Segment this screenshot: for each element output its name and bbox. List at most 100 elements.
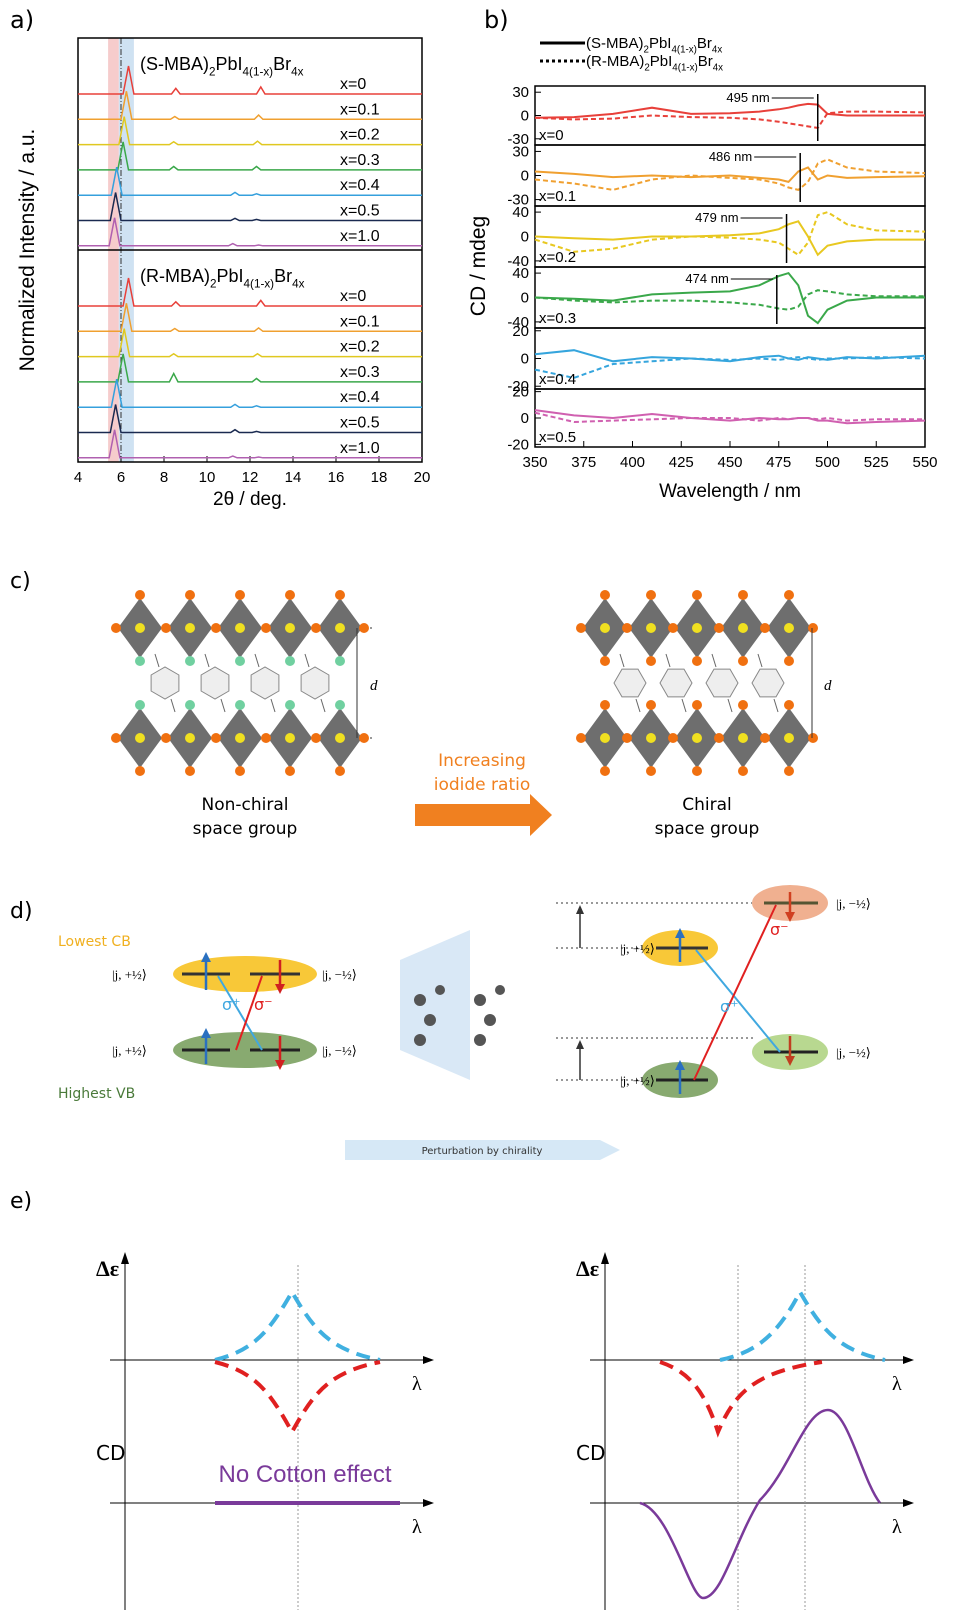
alkyl-chain [636, 699, 640, 712]
y-tick-label: 40 [512, 204, 529, 221]
atom-apex [335, 700, 345, 710]
x-tick-label: 20 [414, 469, 431, 486]
atom-corner [359, 733, 369, 743]
mirror-plane [400, 930, 470, 1080]
label-part: Br [697, 35, 712, 52]
label-part: PbI [216, 54, 243, 74]
caption: Chiral [682, 795, 732, 815]
atom-apex [692, 656, 702, 666]
schematic-right [590, 1252, 914, 1610]
atom-apex [185, 700, 195, 710]
atom-corner [808, 623, 818, 633]
atom-corner [161, 733, 171, 743]
atom-center [335, 623, 345, 633]
atom-apex [692, 700, 702, 710]
dashed-curve [720, 1292, 885, 1360]
y-tick-label: 30 [512, 143, 529, 160]
label-part: 4x [291, 65, 304, 78]
series-label: x=1.0 [340, 440, 380, 457]
atom-apex [135, 656, 145, 666]
spacing-label: d [824, 678, 832, 694]
y-tick-label: -20 [507, 436, 529, 453]
label-part: Br [273, 54, 291, 74]
band-diagram-right [556, 885, 828, 1098]
y-tick-label: 30 [512, 84, 529, 101]
series-label: x=0.5 [340, 203, 380, 220]
panel-label: e) [10, 1189, 32, 1214]
label-part: PbI [217, 266, 244, 286]
atom-apex [285, 656, 295, 666]
alkyl-chain [271, 699, 275, 712]
atom-apex [646, 766, 656, 776]
atom-apex [692, 590, 702, 600]
y-axis-label: CD / mdeg [467, 216, 490, 316]
caption: Non-chiral [201, 795, 288, 815]
alkyl-chain [155, 654, 159, 667]
benzene-ring [614, 669, 646, 697]
ket-label: |j, −½⟩ [836, 1045, 871, 1060]
band-label: Highest VB [58, 1086, 135, 1102]
benzene-ring [301, 667, 329, 699]
atom-apex [646, 590, 656, 600]
chiral-structure [400, 930, 505, 1080]
series-label: x=1.0 [340, 228, 380, 245]
series-label: x=0.5 [340, 415, 380, 432]
atom-center [692, 623, 702, 633]
figure: a)4681012141618202θ / deg.Normalized Int… [0, 0, 967, 1610]
arrow-head [423, 1356, 434, 1364]
series-label: x=0.3 [340, 152, 380, 169]
peak-annotation: 486 nm [709, 149, 752, 164]
arrow-head [576, 1040, 584, 1049]
atom-center [135, 623, 145, 633]
arrow-label: Perturbation by chirality [422, 1146, 543, 1157]
alkyl-chain [620, 654, 624, 667]
atom-apex [285, 590, 295, 600]
y-tick-label: 40 [512, 265, 529, 282]
axis-symbol: λ [892, 1373, 902, 1395]
axis-symbol: λ [412, 1516, 422, 1538]
ket-label: |j, +½⟩ [620, 1073, 655, 1088]
x-tick-label: 16 [328, 469, 345, 486]
atom-corner [668, 623, 678, 633]
compound-label: (S-MBA)2PbI4(1-x)Br4x [140, 54, 304, 78]
arrow-head [903, 1356, 914, 1364]
atom-apex [235, 590, 245, 600]
label-part: Br [698, 53, 713, 70]
series-label: x=0.4 [340, 389, 380, 406]
ket-label: |j, −½⟩ [322, 967, 357, 982]
atom-apex [335, 766, 345, 776]
alkyl-chain [221, 699, 225, 712]
atom-apex [285, 700, 295, 710]
atom-corner [760, 623, 770, 633]
alkyl-chain [712, 654, 716, 667]
arrow-head [121, 1252, 129, 1264]
compound-label: (R-MBA)2PbI4(1-x)Br4x [140, 266, 305, 290]
atom-apex [235, 766, 245, 776]
alkyl-chain [774, 699, 778, 712]
annotation: No Cotton effect [219, 1461, 392, 1488]
atom-apex [285, 766, 295, 776]
atom-center [646, 733, 656, 743]
arrow-head [201, 952, 211, 962]
y-tick-label: 20 [512, 323, 529, 340]
atom-corner [668, 733, 678, 743]
benzene-ring [660, 669, 692, 697]
sigma-label: σ⁺ [720, 997, 739, 1016]
x-tick-label: 4 [74, 469, 82, 486]
label-part: PbI [649, 35, 672, 52]
series-label: x=0.3 [340, 364, 380, 381]
axis-symbol: λ [892, 1516, 902, 1538]
atom-corner [622, 733, 632, 743]
atom-apex [135, 590, 145, 600]
peak-annotation: 474 nm [685, 271, 728, 286]
increase-arrow [415, 794, 552, 836]
atom-apex [135, 700, 145, 710]
atom-corner [311, 733, 321, 743]
x-axis-label: Wavelength / nm [659, 481, 801, 502]
atom-corner [714, 623, 724, 633]
sigma-label: σ⁺ [222, 995, 241, 1014]
atom-apex [335, 590, 345, 600]
caption: space group [193, 819, 298, 839]
atom-apex [692, 766, 702, 776]
atom-apex [135, 766, 145, 776]
